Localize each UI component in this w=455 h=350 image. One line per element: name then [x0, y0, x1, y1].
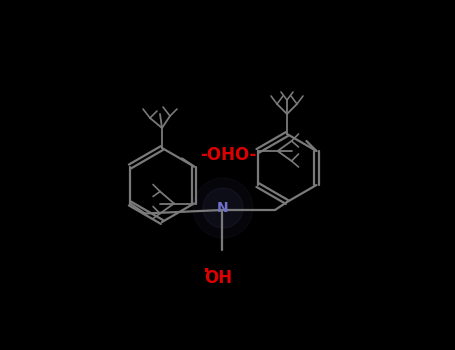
Circle shape: [203, 188, 243, 228]
Text: ·: ·: [203, 262, 211, 281]
Text: OH: OH: [204, 269, 232, 287]
Circle shape: [193, 178, 253, 238]
Text: -OHO-: -OHO-: [200, 146, 256, 164]
Text: N: N: [217, 201, 229, 215]
